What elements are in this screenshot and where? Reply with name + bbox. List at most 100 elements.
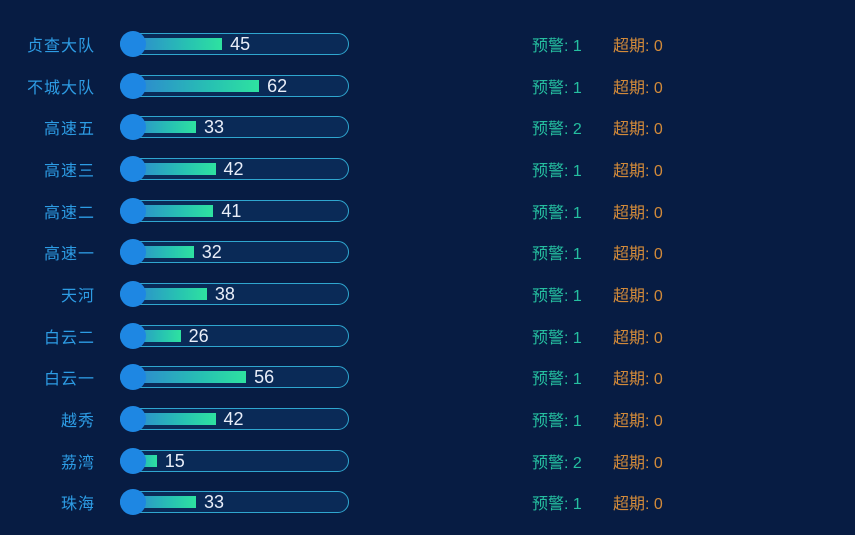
progress-bar-cap-circle: [120, 155, 146, 182]
warning-count-text: 预警: 1: [532, 371, 582, 389]
progress-bar-cap-circle: [120, 72, 146, 99]
warning-count-text: 预警: 1: [532, 79, 582, 97]
progress-bar-fill: [124, 37, 223, 50]
brigade-name-label: 高速一: [43, 246, 95, 264]
progress-bar-value: 41: [221, 200, 242, 221]
brigade-name-label: 高速五: [43, 121, 95, 139]
progress-bar-track: 15: [120, 447, 342, 474]
progress-bar-track: 56: [120, 364, 342, 391]
warning-count-text: 预警: 1: [532, 413, 582, 431]
brigade-row: 白云二 26 预警: 1 超期: 0: [0, 315, 855, 357]
progress-bar[interactable]: 26: [120, 322, 349, 349]
brigade-row: 越秀 42 预警: 1 超期: 0: [0, 398, 855, 440]
brigade-row: 高速一 32 预警: 1 超期: 0: [0, 231, 855, 273]
progress-bar-track: 42: [120, 406, 342, 433]
brigade-name-label: 白云一: [43, 371, 95, 389]
overdue-count-text: 超期: 0: [613, 329, 663, 347]
progress-bar[interactable]: 62: [120, 72, 349, 99]
overdue-count-text: 超期: 0: [613, 121, 663, 139]
overdue-count-text: 超期: 0: [613, 37, 663, 55]
warning-count-text: 预警: 1: [532, 496, 582, 514]
brigade-row: 高速二 41 预警: 1 超期: 0: [0, 190, 855, 232]
brigade-name-label: 越秀: [60, 413, 95, 431]
brigade-name-label: 贞查大队: [26, 37, 95, 55]
overdue-count-text: 超期: 0: [613, 79, 663, 97]
brigade-row: 荔湾 15 预警: 2 超期: 0: [0, 440, 855, 482]
brigade-progress-panel: 贞查大队 45 预警: 1 超期: 0 不城大队 62 预警: 1 超期: 0 …: [0, 23, 855, 524]
progress-bar-value: 26: [188, 325, 209, 346]
brigade-row: 贞查大队 45 预警: 1 超期: 0: [0, 23, 855, 65]
progress-bar-value: 32: [201, 242, 222, 263]
progress-bar-track: 38: [120, 280, 342, 307]
progress-bar-track: 42: [120, 155, 342, 182]
progress-bar-value: 33: [203, 492, 224, 513]
warning-count-text: 预警: 2: [532, 454, 582, 472]
brigade-name-label: 白云二: [43, 329, 95, 347]
overdue-count-text: 超期: 0: [613, 287, 663, 305]
progress-bar[interactable]: 42: [120, 406, 349, 433]
progress-bar-value: 56: [254, 367, 275, 388]
overdue-count-text: 超期: 0: [613, 204, 663, 222]
progress-bar-cap-circle: [120, 197, 146, 224]
progress-bar-fill: [124, 79, 260, 92]
progress-bar-cap-circle: [120, 239, 146, 266]
progress-bar-track: 33: [120, 114, 342, 141]
brigade-row: 珠海 33 预警: 1 超期: 0: [0, 482, 855, 524]
progress-bar[interactable]: 33: [120, 114, 349, 141]
progress-bar-track: 32: [120, 239, 342, 266]
warning-count-text: 预警: 1: [532, 37, 582, 55]
progress-bar-track: 26: [120, 322, 342, 349]
progress-bar[interactable]: 41: [120, 197, 349, 224]
progress-bar-cap-circle: [120, 30, 146, 57]
brigade-name-label: 高速二: [43, 204, 95, 222]
progress-bar-track: 62: [120, 72, 342, 99]
progress-bar-value: 42: [223, 409, 244, 430]
brigade-row: 白云一 56 预警: 1 超期: 0: [0, 357, 855, 399]
progress-bar-value: 62: [267, 75, 288, 96]
warning-count-text: 预警: 1: [532, 246, 582, 264]
brigade-name-label: 高速三: [43, 162, 95, 180]
progress-bar-cap-circle: [120, 489, 146, 516]
progress-bar-value: 33: [203, 117, 224, 138]
progress-bar[interactable]: 15: [120, 447, 349, 474]
progress-bar-track: 45: [120, 30, 342, 57]
progress-bar-fill: [124, 413, 216, 426]
progress-bar[interactable]: 38: [120, 280, 349, 307]
warning-count-text: 预警: 1: [532, 329, 582, 347]
progress-bar-cap-circle: [120, 114, 146, 141]
progress-bar-cap-circle: [120, 322, 146, 349]
overdue-count-text: 超期: 0: [613, 413, 663, 431]
progress-bar-fill: [124, 162, 216, 175]
progress-bar[interactable]: 33: [120, 489, 349, 516]
progress-bar-track: 41: [120, 197, 342, 224]
overdue-count-text: 超期: 0: [613, 246, 663, 264]
progress-bar-value: 15: [164, 450, 185, 471]
progress-bar[interactable]: 32: [120, 239, 349, 266]
brigade-row: 高速三 42 预警: 1 超期: 0: [0, 148, 855, 190]
progress-bar[interactable]: 42: [120, 155, 349, 182]
brigade-name-label: 不城大队: [26, 79, 95, 97]
progress-bar-value: 42: [223, 158, 244, 179]
warning-count-text: 预警: 2: [532, 121, 582, 139]
brigade-row: 天河 38 预警: 1 超期: 0: [0, 273, 855, 315]
progress-bar-value: 45: [230, 33, 251, 54]
brigade-name-label: 珠海: [60, 496, 95, 514]
progress-bar[interactable]: 56: [120, 364, 349, 391]
progress-bar-fill: [124, 371, 247, 384]
warning-count-text: 预警: 1: [532, 162, 582, 180]
progress-bar-cap-circle: [120, 406, 146, 433]
progress-bar-cap-circle: [120, 280, 146, 307]
progress-bar-value: 38: [214, 283, 235, 304]
overdue-count-text: 超期: 0: [613, 371, 663, 389]
progress-bar-cap-circle: [120, 364, 146, 391]
progress-bar[interactable]: 45: [120, 30, 349, 57]
progress-bar-cap-circle: [120, 447, 146, 474]
warning-count-text: 预警: 1: [532, 204, 582, 222]
overdue-count-text: 超期: 0: [613, 454, 663, 472]
brigade-row: 高速五 33 预警: 2 超期: 0: [0, 106, 855, 148]
overdue-count-text: 超期: 0: [613, 162, 663, 180]
brigade-row: 不城大队 62 预警: 1 超期: 0: [0, 65, 855, 107]
brigade-name-label: 荔湾: [60, 454, 95, 472]
progress-bar-track: 33: [120, 489, 342, 516]
overdue-count-text: 超期: 0: [613, 496, 663, 514]
